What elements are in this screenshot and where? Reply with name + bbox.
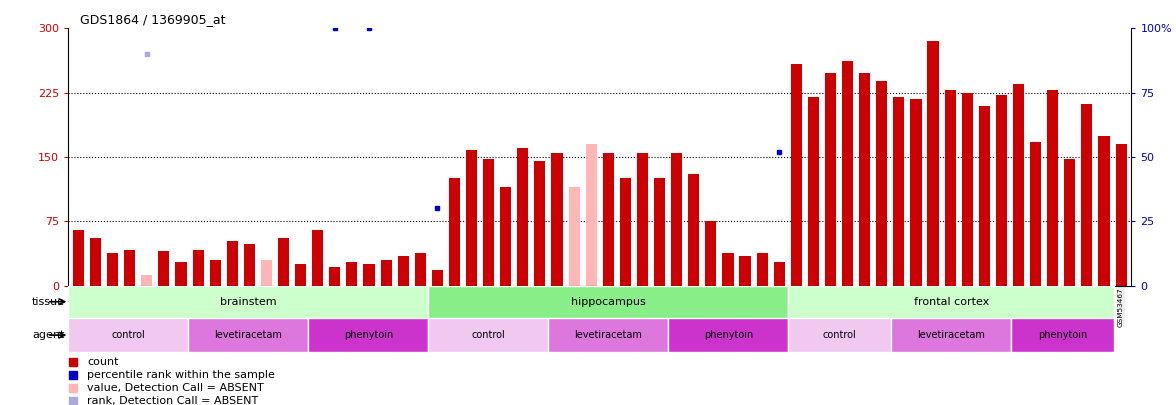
Bar <box>278 239 289 286</box>
Bar <box>68 318 188 352</box>
Bar <box>552 153 562 286</box>
Bar <box>308 318 428 352</box>
Text: rank, Detection Call = ABSENT: rank, Detection Call = ABSENT <box>87 396 259 405</box>
Bar <box>312 230 323 286</box>
Bar <box>449 178 460 286</box>
Text: hippocampus: hippocampus <box>572 297 646 307</box>
Text: control: control <box>472 330 506 340</box>
Bar <box>415 253 426 286</box>
Text: value, Detection Call = ABSENT: value, Detection Call = ABSENT <box>87 383 265 393</box>
Text: control: control <box>823 330 856 340</box>
Text: frontal cortex: frontal cortex <box>914 297 989 307</box>
Bar <box>706 221 716 286</box>
Bar <box>1011 318 1114 352</box>
Text: levetiracetam: levetiracetam <box>917 330 985 340</box>
Bar <box>790 64 802 286</box>
Bar <box>1064 159 1075 286</box>
Bar <box>586 144 596 286</box>
Bar <box>688 174 700 286</box>
Bar <box>227 241 238 286</box>
Bar <box>876 81 888 286</box>
Bar <box>141 275 153 286</box>
Bar <box>428 318 548 352</box>
Bar <box>756 253 768 286</box>
Text: levetiracetam: levetiracetam <box>574 330 642 340</box>
Bar <box>107 253 119 286</box>
Bar <box>788 286 1114 318</box>
Bar <box>740 256 750 286</box>
Bar <box>347 262 358 286</box>
Bar <box>534 161 546 286</box>
Bar <box>209 260 221 286</box>
Bar <box>1098 136 1109 286</box>
Bar <box>188 318 308 352</box>
Bar <box>842 61 853 286</box>
Text: GDS1864 / 1369905_at: GDS1864 / 1369905_at <box>80 13 226 26</box>
Bar <box>517 148 528 286</box>
Bar <box>125 249 135 286</box>
Bar <box>397 256 409 286</box>
Bar <box>891 318 1011 352</box>
Bar <box>1047 90 1058 286</box>
Bar <box>1030 141 1041 286</box>
Bar <box>774 262 784 286</box>
Text: control: control <box>112 330 145 340</box>
Bar <box>1081 104 1093 286</box>
Bar <box>159 251 169 286</box>
Bar <box>788 318 891 352</box>
Bar <box>295 264 306 286</box>
Bar <box>944 90 956 286</box>
Text: levetiracetam: levetiracetam <box>214 330 282 340</box>
Text: brainstem: brainstem <box>220 297 276 307</box>
Bar <box>671 153 682 286</box>
Text: tissue: tissue <box>32 297 65 307</box>
Bar <box>68 286 428 318</box>
Bar <box>603 153 614 286</box>
Bar <box>668 318 788 352</box>
Bar <box>978 106 990 286</box>
Bar <box>568 187 580 286</box>
Text: count: count <box>87 356 119 367</box>
Bar <box>175 262 187 286</box>
Bar <box>91 239 101 286</box>
Bar <box>910 99 922 286</box>
Text: agent: agent <box>32 330 65 340</box>
Bar <box>73 230 83 286</box>
Bar <box>824 73 836 286</box>
Bar <box>428 286 788 318</box>
Bar <box>894 97 904 286</box>
Bar <box>432 270 443 286</box>
Bar <box>500 187 512 286</box>
Bar <box>996 95 1007 286</box>
Bar <box>722 253 734 286</box>
Bar <box>483 159 494 286</box>
Bar <box>637 153 648 286</box>
Bar <box>261 260 272 286</box>
Bar <box>243 244 255 286</box>
Bar <box>620 178 632 286</box>
Bar <box>1013 84 1024 286</box>
Bar <box>466 150 477 286</box>
Text: phenytoin: phenytoin <box>703 330 753 340</box>
Bar <box>962 93 973 286</box>
Bar <box>548 318 668 352</box>
Text: percentile rank within the sample: percentile rank within the sample <box>87 370 275 380</box>
Bar <box>381 260 392 286</box>
Bar <box>1116 144 1127 286</box>
Bar <box>654 178 666 286</box>
Bar <box>808 97 818 286</box>
Bar <box>860 73 870 286</box>
Bar <box>193 249 203 286</box>
Text: phenytoin: phenytoin <box>1038 330 1088 340</box>
Text: phenytoin: phenytoin <box>343 330 393 340</box>
Bar <box>928 41 938 286</box>
Bar <box>329 266 340 286</box>
Bar <box>363 264 375 286</box>
